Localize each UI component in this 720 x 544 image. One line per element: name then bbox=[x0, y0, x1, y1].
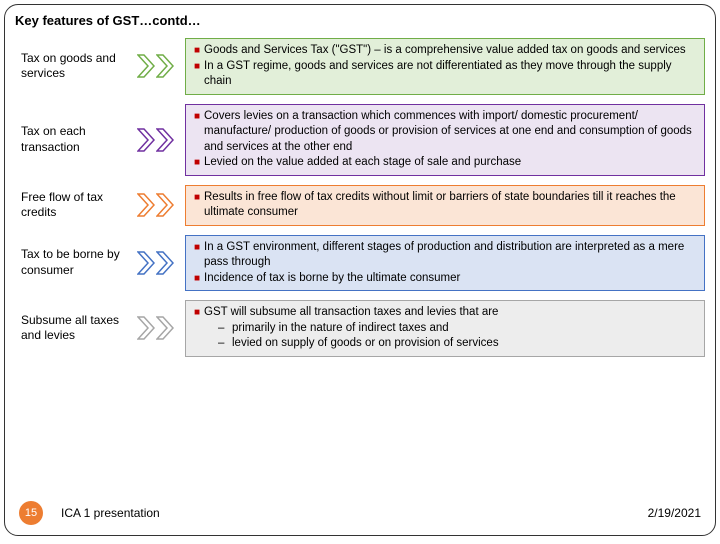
bullet-item: ■GST will subsume all transaction taxes … bbox=[190, 305, 698, 321]
feature-row: Tax on each transaction ■Covers levies on… bbox=[15, 104, 705, 176]
bullet-text: Covers levies on a transaction which com… bbox=[204, 109, 698, 156]
feature-label: Free flow of tax credits bbox=[15, 190, 125, 221]
bullet-icon: ■ bbox=[190, 109, 204, 124]
footer: 15 ICA 1 presentation 2/19/2021 bbox=[5, 501, 715, 525]
arrow-icon bbox=[125, 54, 185, 78]
feature-content: ■Goods and Services Tax ("GST") – is a c… bbox=[185, 38, 705, 95]
feature-label: Tax on goods and services bbox=[15, 51, 125, 82]
footer-doc-title: ICA 1 presentation bbox=[61, 506, 160, 520]
bullet-text: In a GST environment, different stages o… bbox=[204, 240, 698, 271]
bullet-item: ■In a GST regime, goods and services are… bbox=[190, 59, 698, 90]
bullet-icon: ■ bbox=[190, 43, 204, 58]
page-number: 15 bbox=[19, 501, 43, 525]
arrow-icon bbox=[125, 316, 185, 340]
sub-bullet-item: –levied on supply of goods or on provisi… bbox=[190, 336, 698, 352]
arrow-icon bbox=[125, 193, 185, 217]
sub-bullet-item: –primarily in the nature of indirect tax… bbox=[190, 321, 698, 337]
bullet-item: ■In a GST environment, different stages … bbox=[190, 240, 698, 271]
bullet-item: ■Goods and Services Tax ("GST") – is a c… bbox=[190, 43, 698, 59]
feature-label: Subsume all taxes and levies bbox=[15, 313, 125, 344]
bullet-item: ■Covers levies on a transaction which co… bbox=[190, 109, 698, 156]
bullet-icon: ■ bbox=[190, 240, 204, 255]
bullet-text: Goods and Services Tax ("GST") – is a co… bbox=[204, 43, 698, 59]
slide-frame: Key features of GST…contd… Tax on goods … bbox=[4, 4, 716, 536]
feature-content: ■Results in free flow of tax credits wit… bbox=[185, 185, 705, 226]
bullet-icon: ■ bbox=[190, 305, 204, 320]
arrow-icon bbox=[125, 251, 185, 275]
bullet-text: GST will subsume all transaction taxes a… bbox=[204, 305, 698, 321]
arrow-icon bbox=[125, 128, 185, 152]
footer-date: 2/19/2021 bbox=[648, 506, 701, 520]
bullet-icon: ■ bbox=[190, 271, 204, 286]
dash-icon: – bbox=[218, 336, 232, 352]
feature-row: Subsume all taxes and levies ■GST will su… bbox=[15, 300, 705, 357]
feature-label: Tax to be borne by consumer bbox=[15, 247, 125, 278]
bullet-text: Results in free flow of tax credits with… bbox=[204, 190, 698, 221]
sub-bullet-text: primarily in the nature of indirect taxe… bbox=[232, 321, 449, 337]
bullet-text: Incidence of tax is borne by the ultimat… bbox=[204, 271, 698, 287]
bullet-icon: ■ bbox=[190, 59, 204, 74]
bullet-item: ■Incidence of tax is borne by the ultima… bbox=[190, 271, 698, 287]
bullet-icon: ■ bbox=[190, 155, 204, 170]
dash-icon: – bbox=[218, 321, 232, 337]
bullet-icon: ■ bbox=[190, 190, 204, 205]
bullet-text: In a GST regime, goods and services are … bbox=[204, 59, 698, 90]
bullet-item: ■Results in free flow of tax credits wit… bbox=[190, 190, 698, 221]
sub-bullet-text: levied on supply of goods or on provisio… bbox=[232, 336, 499, 352]
feature-content: ■In a GST environment, different stages … bbox=[185, 235, 705, 292]
feature-label: Tax on each transaction bbox=[15, 124, 125, 155]
feature-row: Free flow of tax credits ■Results in free… bbox=[15, 185, 705, 226]
rows-container: Tax on goods and services■Goods and Serv… bbox=[15, 38, 705, 357]
bullet-text: Levied on the value added at each stage … bbox=[204, 155, 698, 171]
feature-content: ■Covers levies on a transaction which co… bbox=[185, 104, 705, 176]
feature-row: Tax to be borne by consumer ■In a GST env… bbox=[15, 235, 705, 292]
feature-content: ■GST will subsume all transaction taxes … bbox=[185, 300, 705, 357]
bullet-item: ■Levied on the value added at each stage… bbox=[190, 155, 698, 171]
slide-title: Key features of GST…contd… bbox=[15, 13, 705, 28]
feature-row: Tax on goods and services ■Goods and Serv… bbox=[15, 38, 705, 95]
